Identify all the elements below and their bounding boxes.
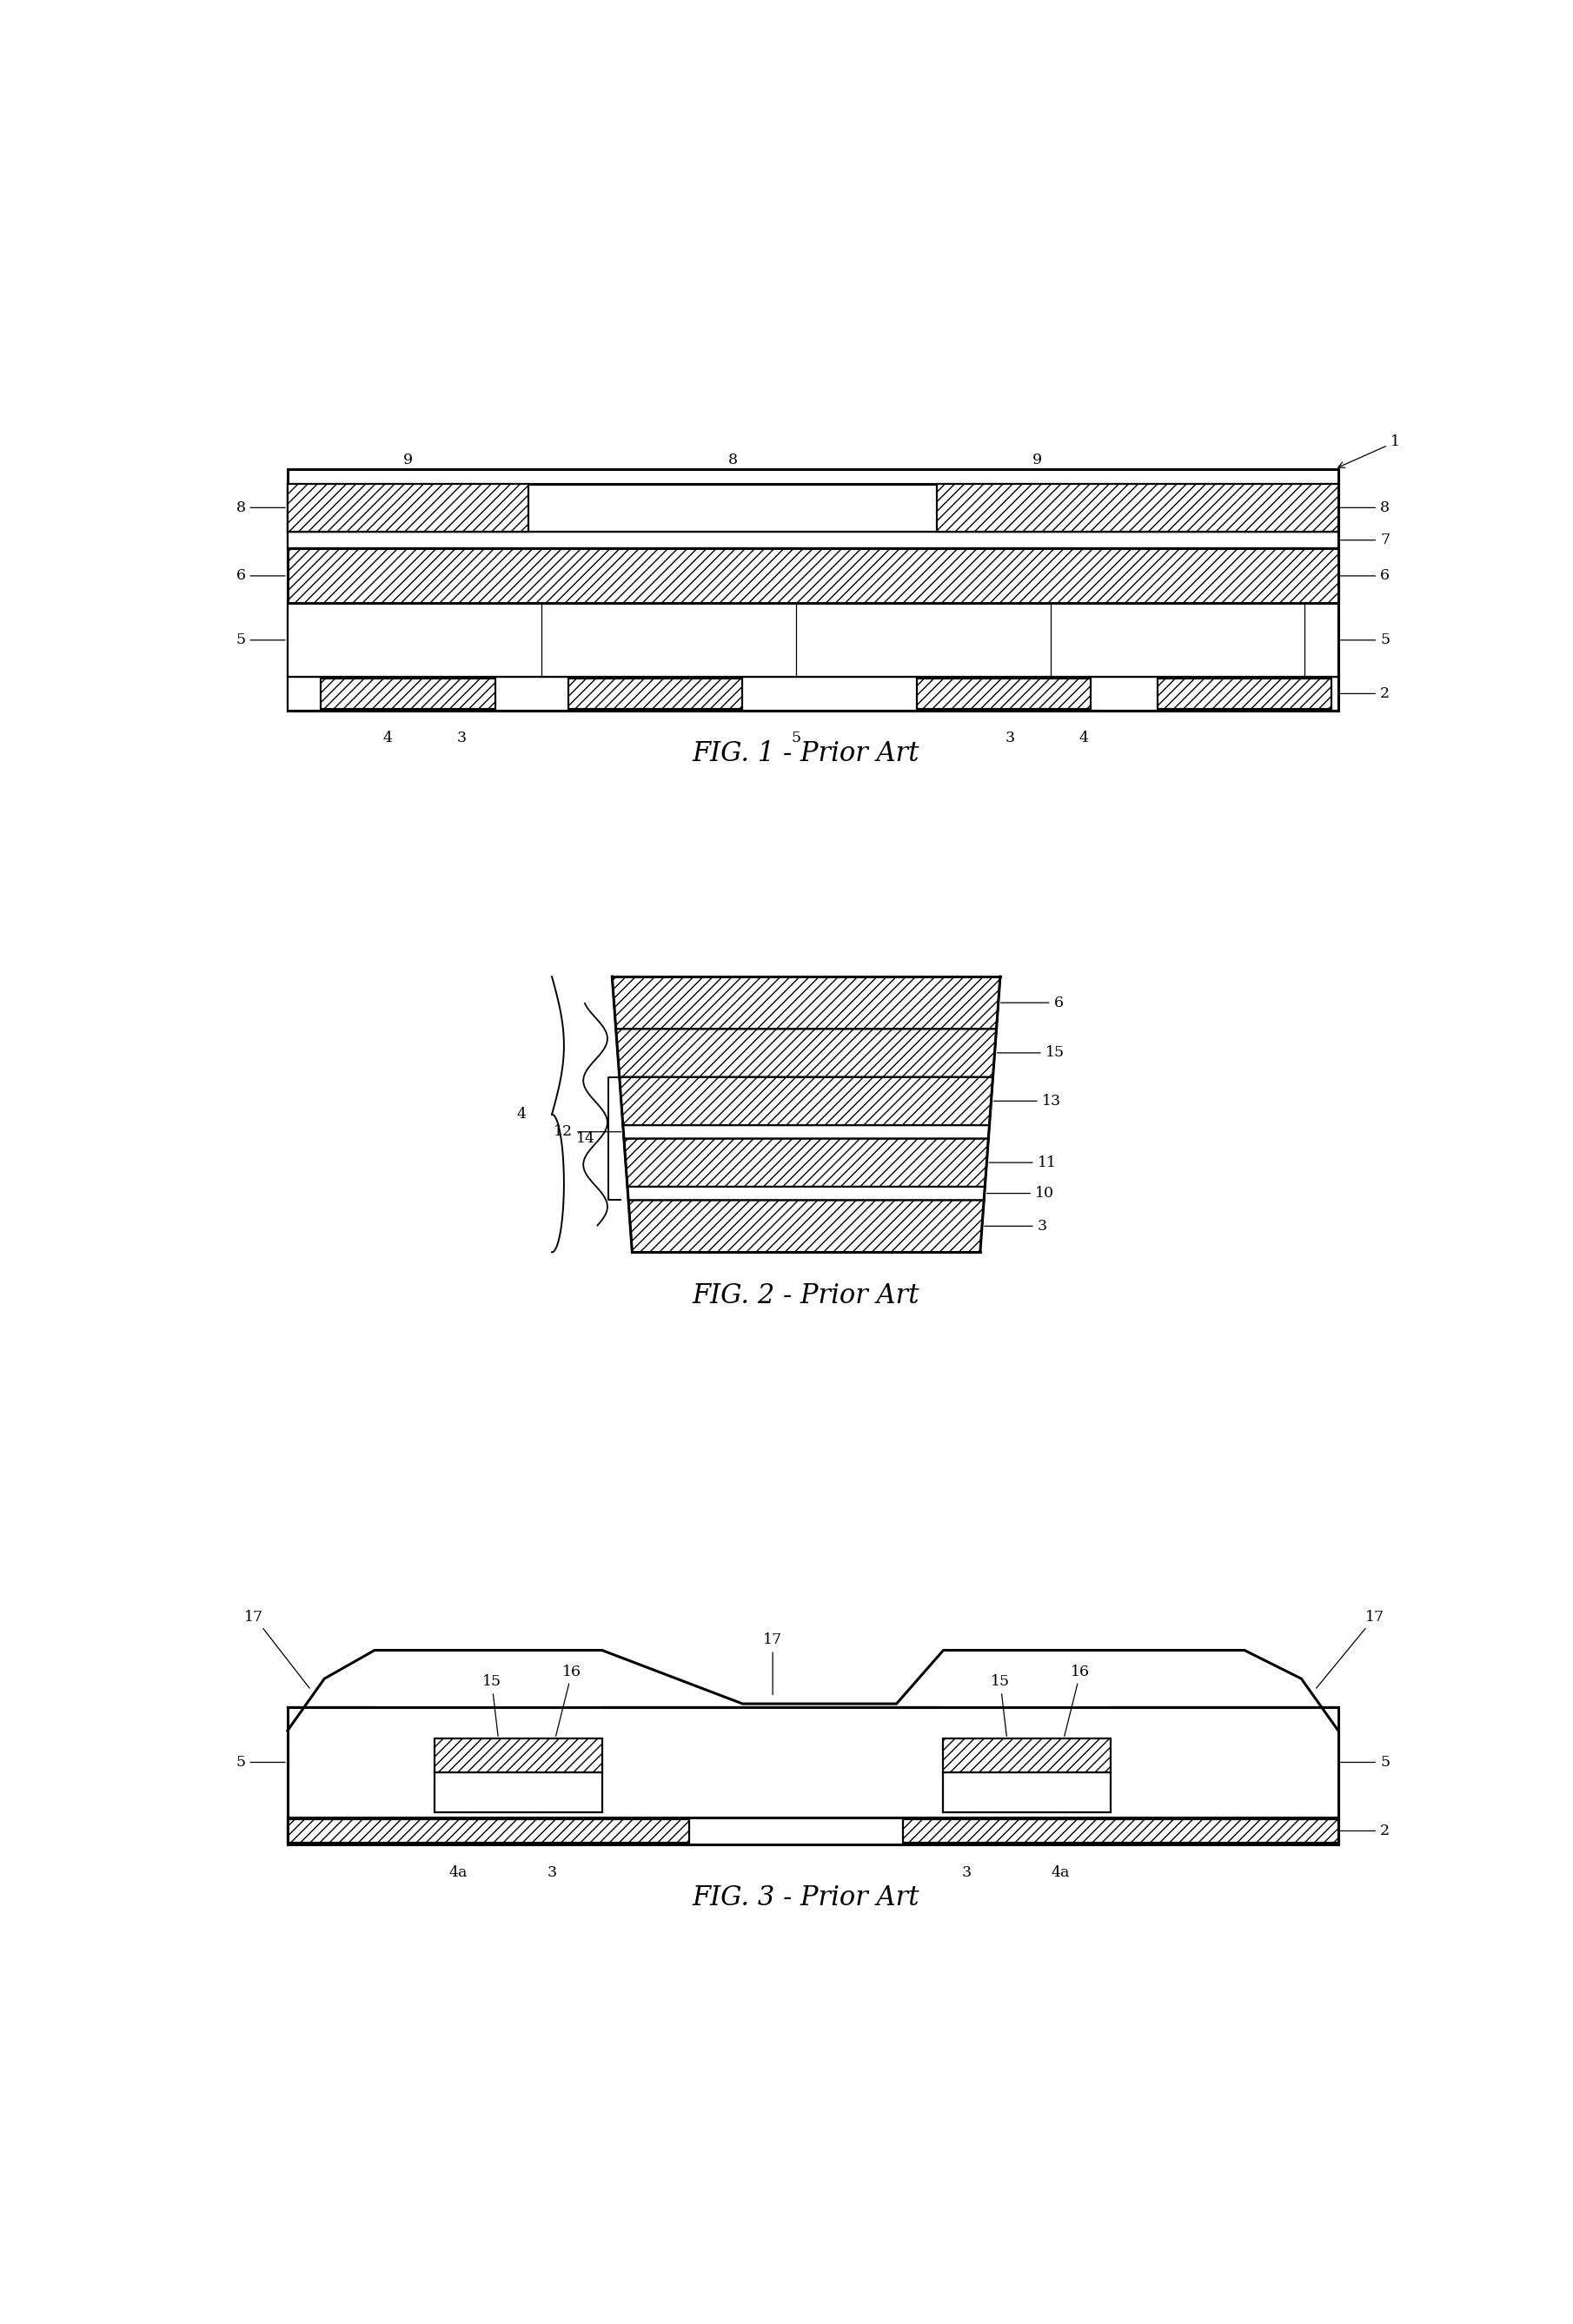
Bar	[434, 1738, 602, 1771]
Text: FIG. 1 - Prior Art: FIG. 1 - Prior Art	[692, 741, 920, 767]
Text: 17: 17	[244, 1611, 310, 1687]
Bar	[288, 469, 1339, 711]
Text: 4: 4	[1079, 732, 1089, 746]
Polygon shape	[617, 1030, 996, 1076]
Bar	[944, 1771, 1111, 1813]
Bar	[288, 469, 1339, 483]
Polygon shape	[628, 1188, 985, 1199]
Bar	[288, 532, 1339, 548]
Text: 12: 12	[554, 1125, 621, 1139]
Text: 4a: 4a	[448, 1864, 467, 1880]
Text: 3: 3	[1005, 732, 1015, 746]
Text: 2: 2	[1340, 686, 1391, 702]
Text: 6: 6	[236, 569, 285, 583]
Text: 5: 5	[1340, 632, 1391, 648]
Text: 8: 8	[728, 453, 738, 467]
Text: 16: 16	[555, 1664, 582, 1736]
Bar	[288, 1820, 689, 1843]
Text: 17: 17	[1317, 1611, 1384, 1687]
Text: 13: 13	[994, 1095, 1062, 1109]
Text: 5: 5	[236, 632, 285, 648]
Text: 15: 15	[991, 1673, 1010, 1736]
Text: 8: 8	[1340, 500, 1391, 516]
Text: 4a: 4a	[1051, 1864, 1070, 1880]
Polygon shape	[624, 1139, 988, 1188]
Polygon shape	[612, 976, 1000, 1030]
Bar	[288, 548, 1339, 604]
Text: 3: 3	[963, 1864, 972, 1880]
Text: 10: 10	[986, 1185, 1054, 1202]
Text: 2: 2	[1340, 1824, 1391, 1838]
Text: 5: 5	[1340, 1755, 1391, 1769]
Polygon shape	[623, 1125, 989, 1139]
Bar	[321, 679, 495, 709]
Text: 17: 17	[763, 1634, 782, 1694]
Bar	[288, 676, 1339, 711]
Text: 14: 14	[576, 1132, 595, 1146]
Text: 9: 9	[1032, 453, 1041, 467]
Bar	[288, 483, 529, 532]
Text: 16: 16	[1065, 1664, 1090, 1736]
Bar	[288, 1708, 1339, 1817]
Bar	[568, 679, 742, 709]
Bar	[1158, 679, 1331, 709]
Text: 7: 7	[1340, 532, 1391, 548]
Text: 4: 4	[518, 1106, 527, 1122]
Text: 3: 3	[456, 732, 466, 746]
Text: FIG. 3 - Prior Art: FIG. 3 - Prior Art	[692, 1885, 920, 1910]
Bar	[936, 483, 1339, 532]
Text: 5: 5	[791, 732, 801, 746]
Polygon shape	[620, 1076, 993, 1125]
Polygon shape	[628, 1199, 985, 1253]
Text: 3: 3	[547, 1864, 557, 1880]
Bar	[944, 1738, 1111, 1771]
Text: 8: 8	[236, 500, 285, 516]
Text: 9: 9	[403, 453, 412, 467]
Bar	[434, 1771, 602, 1813]
Text: 4: 4	[384, 732, 393, 746]
Bar	[917, 679, 1090, 709]
Text: 15: 15	[481, 1673, 502, 1736]
Text: 6: 6	[1340, 569, 1391, 583]
Text: 3: 3	[985, 1218, 1048, 1234]
Text: FIG. 2 - Prior Art: FIG. 2 - Prior Art	[692, 1283, 920, 1308]
Text: 11: 11	[989, 1155, 1057, 1169]
Bar	[903, 1820, 1339, 1843]
Bar	[288, 1817, 1339, 1845]
Bar	[288, 604, 1339, 676]
Text: 6: 6	[1000, 995, 1063, 1011]
Text: 1: 1	[1339, 435, 1400, 467]
Text: 5: 5	[236, 1755, 285, 1769]
Text: 15: 15	[997, 1046, 1065, 1060]
Bar	[288, 483, 1339, 532]
